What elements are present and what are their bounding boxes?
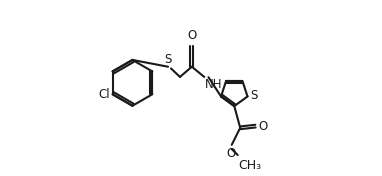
Text: Cl: Cl: [98, 88, 110, 101]
Text: O: O: [187, 29, 196, 42]
Text: S: S: [251, 89, 258, 102]
Text: NH: NH: [205, 78, 222, 91]
Text: O: O: [226, 147, 236, 160]
Text: S: S: [164, 53, 172, 66]
Text: O: O: [259, 120, 268, 133]
Text: CH₃: CH₃: [238, 159, 262, 172]
